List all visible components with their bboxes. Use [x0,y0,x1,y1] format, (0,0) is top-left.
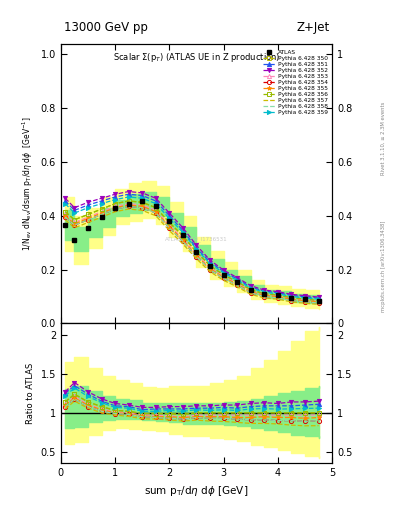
Text: mcplots.cern.ch [arXiv:1306.3438]: mcplots.cern.ch [arXiv:1306.3438] [381,221,386,312]
Text: ATLAS_2019_I1736531: ATLAS_2019_I1736531 [165,237,228,242]
Text: 13000 GeV pp: 13000 GeV pp [64,20,147,34]
Legend: ATLAS, Pythia 6.428 350, Pythia 6.428 351, Pythia 6.428 352, Pythia 6.428 353, P: ATLAS, Pythia 6.428 350, Pythia 6.428 35… [262,49,329,116]
Y-axis label: Ratio to ATLAS: Ratio to ATLAS [26,363,35,424]
Text: Scalar $\Sigma$(p$_T$) (ATLAS UE in Z production): Scalar $\Sigma$(p$_T$) (ATLAS UE in Z pr… [113,51,280,63]
Y-axis label: 1/N$_{\mathsf{ev}}$ dN$_{\mathsf{ev}}$/dsum p$_\mathsf{T}$/d$\eta$ d$\phi$  [GeV: 1/N$_{\mathsf{ev}}$ dN$_{\mathsf{ev}}$/d… [21,116,35,251]
Text: Rivet 3.1.10, ≥ 2.3M events: Rivet 3.1.10, ≥ 2.3M events [381,101,386,175]
X-axis label: sum p$_\mathsf{T}$/d$\eta$ d$\phi$ [GeV]: sum p$_\mathsf{T}$/d$\eta$ d$\phi$ [GeV] [144,484,249,498]
Text: Z+Jet: Z+Jet [296,20,329,34]
